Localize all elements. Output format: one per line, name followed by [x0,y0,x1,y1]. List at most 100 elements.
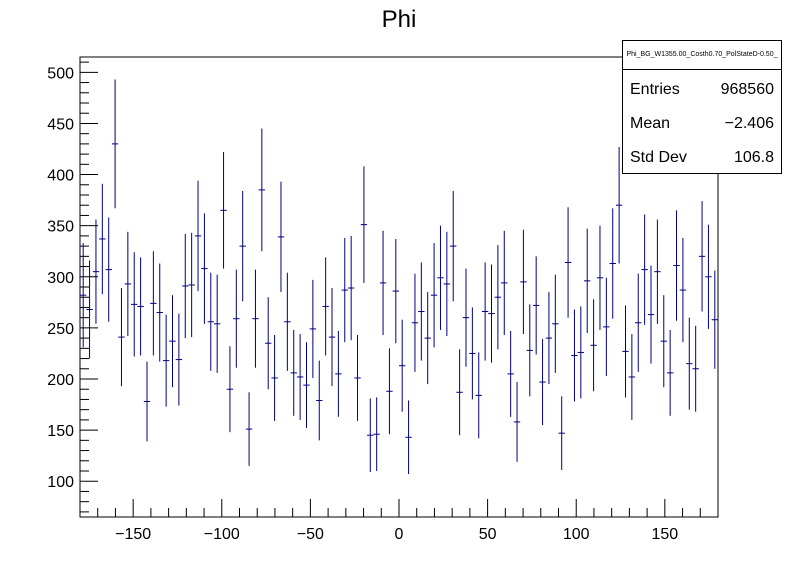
data-point [418,262,425,361]
data-point [373,397,380,471]
stats-row-mean: Mean −2.406 [623,104,781,138]
data-point [220,152,227,269]
data-point [156,263,163,362]
data-point [137,257,144,356]
data-point [386,348,393,435]
data-point [290,329,297,416]
data-point [443,231,451,337]
data-point [501,230,508,336]
data-point [590,299,597,392]
data-point [666,329,674,416]
data-point [207,272,214,371]
data-point [169,295,176,388]
data-point [424,292,431,385]
data-point [105,217,112,322]
data-point [118,288,125,387]
stats-entries-value: 968560 [720,81,774,98]
stats-histogram-name: Phi_BG_W1355.00_Costh0.70_PolStateD-0.50… [623,41,781,70]
data-point [92,219,100,324]
data-point [99,183,106,295]
data-point [188,232,195,338]
data-point [201,213,208,324]
data-point [277,181,285,293]
y-tick-label: 450 [47,116,74,133]
data-point [673,210,680,321]
data-point [239,190,246,302]
data-point [392,238,399,344]
data-point [341,237,348,343]
data-point [162,314,170,407]
stats-mean-value: −2.406 [724,115,774,132]
data-point [711,270,718,369]
x-tick-label: −150 [115,526,151,543]
data-point [111,79,119,209]
data-point [686,317,693,410]
data-point [660,295,667,388]
data-point [603,277,610,376]
data-point [539,339,546,425]
data-point [86,260,93,359]
data-point [526,304,533,397]
data-point [577,306,585,399]
data-point [520,229,527,335]
y-tick-label: 400 [47,168,74,185]
x-tick-label: 0 [395,526,404,543]
stats-row-stddev: Std Dev 106.8 [623,138,781,172]
data-point [124,231,132,337]
data-point [615,146,623,264]
data-point [641,214,648,325]
data-point [271,335,278,421]
data-point [552,274,559,373]
data-point [609,208,616,319]
data-point [532,256,540,355]
data-point [328,288,336,387]
y-tick-label: 150 [47,423,74,440]
data-point [379,230,387,336]
data-point [143,361,151,442]
data-point [488,264,495,363]
data-point [654,219,661,324]
data-point [213,274,221,373]
data-point [354,335,361,421]
data-point [437,225,444,330]
data-point [494,245,502,350]
data-point [462,268,470,367]
data-point [647,265,655,364]
data-point [507,330,514,417]
data-point [430,243,438,348]
data-point [182,233,189,339]
data-point [322,257,329,356]
data-points [80,79,718,475]
stats-stddev-value: 106.8 [733,149,774,166]
data-point [360,166,368,283]
data-point [265,297,272,390]
data-point [698,201,706,312]
y-tick-label: 500 [47,65,74,82]
y-tick-label: 350 [47,219,74,236]
data-point [596,225,604,330]
stats-stddev-label: Std Dev [630,149,687,166]
data-point [635,273,642,372]
data-point [245,392,253,466]
data-point [705,224,712,329]
data-point [175,313,183,406]
x-tick-label: 50 [479,526,497,543]
x-tick-label: 150 [651,526,678,543]
data-point [335,330,342,417]
data-point [252,269,259,368]
data-point [679,237,687,343]
y-tick-label: 250 [47,321,74,338]
x-tick-label: 100 [563,526,590,543]
data-point [692,325,699,412]
data-point [481,262,489,361]
data-point [347,235,355,341]
stats-box: Phi_BG_W1355.00_Costh0.70_PolStateD-0.50… [622,40,782,174]
y-tick-label: 300 [47,270,74,287]
y-axis-tick-labels: 100 150 200 250 300 350 400 450 500 [47,65,74,491]
data-point [309,279,317,378]
axis-ticks [80,61,701,517]
data-point [628,334,636,420]
data-point [622,305,629,398]
data-point [545,292,553,385]
